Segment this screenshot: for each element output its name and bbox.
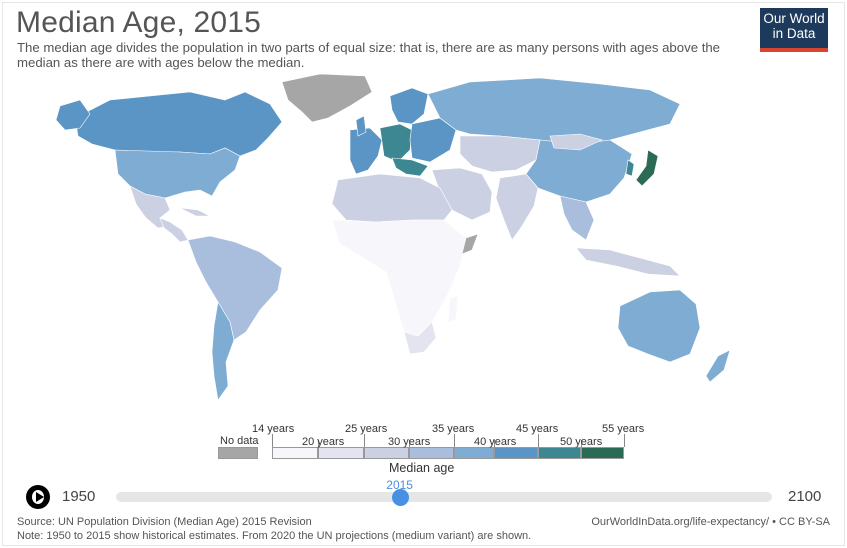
region-japan[interactable] (635, 149, 659, 187)
timeline-end-label: 2100 (788, 488, 822, 505)
footer-source: Source: UN Population Division (Median A… (17, 516, 312, 528)
region-china[interactable] (525, 139, 633, 203)
legend-label-14: 14 years (252, 423, 295, 435)
region-somalia[interactable] (461, 233, 479, 255)
legend-bin-8 (581, 447, 624, 459)
legend-label-35: 35 years (432, 423, 475, 435)
region-mongolia[interactable] (549, 133, 603, 151)
footer-note: Note: 1950 to 2015 show historical estim… (17, 530, 532, 542)
logo-line-2: in Data (772, 26, 816, 41)
region-india[interactable] (495, 173, 539, 241)
region-caribbean[interactable] (179, 207, 211, 217)
legend-label-25: 25 years (345, 423, 388, 435)
region-russia[interactable] (427, 77, 681, 145)
region-indonesia[interactable] (575, 247, 681, 277)
region-sub-saharan-africa[interactable] (331, 219, 467, 337)
timeline-track[interactable] (116, 492, 772, 502)
logo-line-1: Our World (763, 11, 825, 26)
legend-label-50: 50 years (560, 436, 603, 448)
legend-title: Median age (389, 461, 455, 475)
legend-bin-4 (409, 447, 454, 459)
timeline-handle[interactable] (392, 489, 410, 506)
legend-label-55: 55 years (602, 423, 645, 435)
legend-no-data-label: No data (220, 435, 259, 447)
region-southern-europe[interactable] (391, 157, 429, 177)
legend-bin-1 (272, 447, 318, 459)
owid-logo[interactable]: Our World in Data (760, 8, 828, 52)
legend-label-20: 20 years (302, 436, 345, 448)
region-central-america[interactable] (159, 217, 189, 243)
chart-subtitle: The median age divides the population in… (17, 40, 721, 70)
legend-bin-6 (494, 447, 538, 459)
legend-bin-3 (364, 447, 409, 459)
region-central-asia[interactable] (459, 135, 541, 173)
region-new-zealand[interactable] (705, 349, 731, 383)
legend-label-40: 40 years (474, 436, 517, 448)
play-button[interactable] (26, 485, 50, 509)
region-canada[interactable] (74, 91, 283, 157)
play-icon (36, 492, 44, 502)
legend-label-30: 30 years (388, 436, 431, 448)
legend-label-45: 45 years (516, 423, 559, 435)
region-north-africa[interactable] (331, 173, 453, 223)
legend-bin-5 (454, 447, 494, 459)
region-uk[interactable] (355, 115, 367, 137)
timeline-slider[interactable]: 1950 2015 2100 (0, 478, 847, 514)
region-south-africa[interactable] (403, 321, 437, 355)
timeline-current-label: 2015 (386, 478, 413, 492)
legend-bin-2 (318, 447, 364, 459)
region-madagascar[interactable] (447, 295, 459, 323)
region-south-america[interactable] (187, 235, 283, 341)
region-western-europe[interactable] (349, 127, 383, 175)
timeline-start-label: 1950 (62, 488, 96, 505)
region-alaska[interactable] (55, 99, 91, 131)
region-greenland[interactable] (281, 73, 373, 123)
region-germany[interactable] (379, 123, 413, 163)
region-southeast-asia[interactable] (559, 195, 595, 241)
legend-bin-7 (538, 447, 581, 459)
region-argentina[interactable] (211, 301, 235, 401)
map-legend: No data 14 years 25 years 35 years 45 ye… (0, 420, 847, 480)
region-scandinavia[interactable] (389, 87, 429, 125)
world-map (55, 73, 731, 401)
footer-url[interactable]: OurWorldInData.org/life-expectancy/ • CC… (591, 516, 830, 528)
region-australia[interactable] (617, 289, 701, 363)
chart-title: Median Age, 2015 (16, 6, 262, 39)
footer: Source: UN Population Division (Median A… (17, 515, 830, 543)
legend-no-data-swatch (218, 447, 258, 459)
region-korea[interactable] (625, 159, 635, 177)
